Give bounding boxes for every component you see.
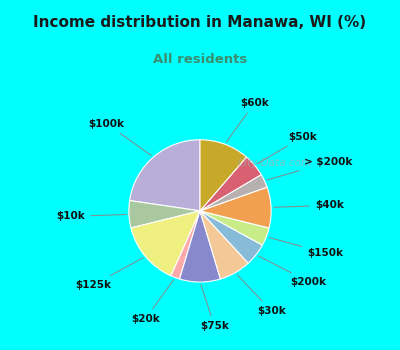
Wedge shape [200,140,246,211]
Wedge shape [200,187,271,228]
Text: $100k: $100k [89,119,151,155]
Text: Income distribution in Manawa, WI (%): Income distribution in Manawa, WI (%) [34,15,366,29]
Text: $150k: $150k [269,238,343,258]
Text: > $200k: > $200k [267,157,353,180]
Wedge shape [129,201,200,228]
Text: $60k: $60k [226,98,269,142]
Wedge shape [130,140,200,211]
Wedge shape [171,211,200,279]
Text: $200k: $200k [258,256,327,287]
Text: $10k: $10k [56,211,126,222]
Wedge shape [200,157,261,211]
Wedge shape [200,211,248,279]
Wedge shape [200,175,267,211]
Wedge shape [180,211,220,282]
Text: All residents: All residents [153,52,247,65]
Text: $30k: $30k [237,275,286,316]
Wedge shape [200,211,262,263]
Text: $50k: $50k [257,132,317,164]
Text: $40k: $40k [274,200,344,210]
Wedge shape [200,211,269,245]
Text: $75k: $75k [200,285,229,331]
Text: $125k: $125k [76,258,143,290]
Text: $20k: $20k [131,280,174,324]
Text: City-Data.com: City-Data.com [238,158,312,168]
Wedge shape [131,211,200,276]
